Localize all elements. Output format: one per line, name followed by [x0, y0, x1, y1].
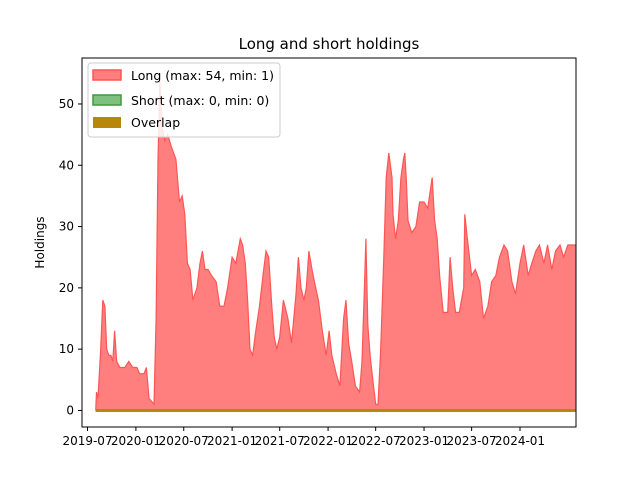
y-tick-label: 30	[59, 220, 74, 234]
x-tick-label: 2022-01	[303, 434, 353, 448]
y-axis: 0 10 20 30 40 50	[59, 97, 82, 417]
x-tick-label: 2021-01	[207, 434, 257, 448]
y-axis-label: Holdings	[33, 216, 47, 268]
y-tick-label: 0	[66, 403, 74, 417]
x-tick-label: 2021-07	[255, 434, 305, 448]
legend-box	[87, 62, 281, 138]
x-tick-label: 2023-01	[399, 434, 449, 448]
x-axis: 2019-072020-012020-072021-012021-072022-…	[62, 427, 545, 448]
axes-frame	[81, 57, 577, 428]
legend: Long (max: 54, min: 1) Short (max: 0, mi…	[87, 62, 281, 138]
chart-title: Long and short holdings	[239, 35, 420, 53]
x-tick-label: 2020-07	[159, 434, 209, 448]
legend-swatch-overlap	[93, 117, 121, 128]
x-tick-label: 2022-07	[351, 434, 401, 448]
legend-swatch-long	[92, 69, 122, 81]
legend-swatch-short	[92, 94, 122, 106]
long-area	[95, 79, 576, 411]
x-tick-label: 2023-07	[447, 434, 497, 448]
legend-label-long: Long (max: 54, min: 1)	[131, 68, 274, 83]
x-tick-label: 2024-01	[495, 434, 545, 448]
y-tick-label: 20	[59, 281, 74, 295]
y-tick-label: 10	[59, 342, 74, 356]
x-tick-label: 2020-01	[111, 434, 161, 448]
x-tick-label: 2019-07	[62, 434, 112, 448]
legend-label-short: Short (max: 0, min: 0)	[131, 93, 269, 108]
y-tick-label: 40	[59, 158, 74, 172]
y-tick-label: 50	[59, 97, 74, 111]
overlap-area	[95, 408, 576, 412]
legend-label-overlap: Overlap	[131, 115, 180, 130]
